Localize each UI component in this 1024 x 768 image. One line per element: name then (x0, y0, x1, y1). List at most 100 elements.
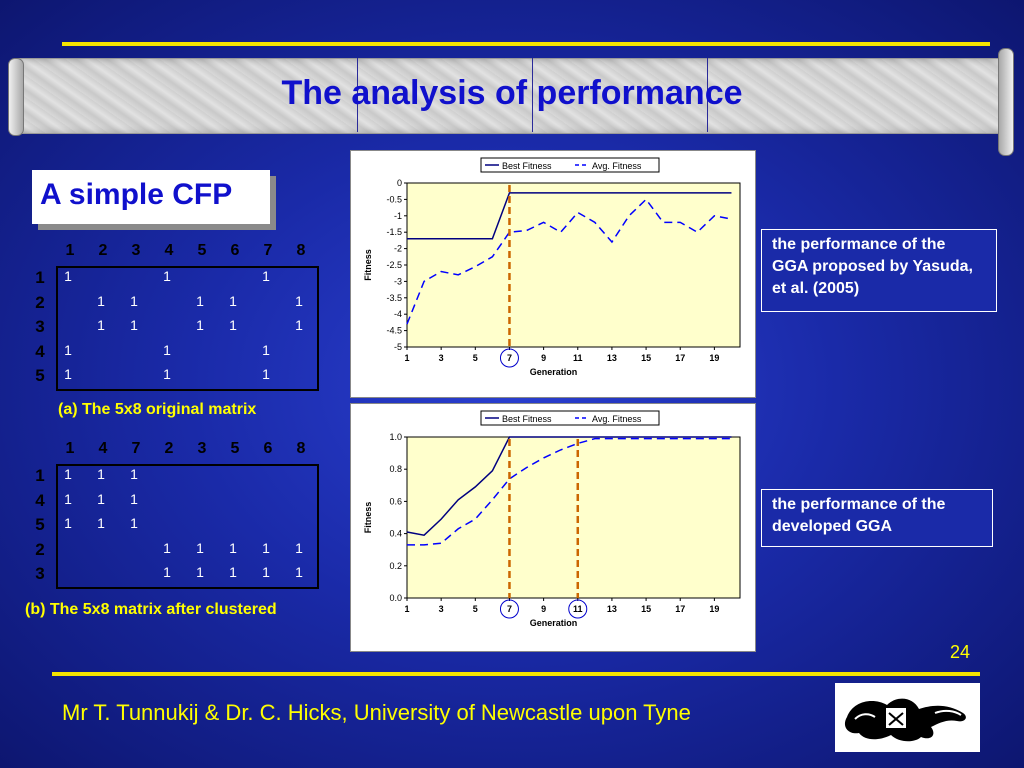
matrix-b-cell: 1 (97, 490, 105, 507)
x-tick-label: 11 (573, 604, 583, 614)
matrix-a-row-header: 5 (35, 366, 45, 386)
matrix-a-col-header: 1 (65, 242, 75, 259)
y-tick-label: -1 (394, 211, 402, 221)
y-tick-label: -2.5 (386, 260, 402, 270)
x-tick-label: 7 (507, 604, 512, 614)
matrix-a-col-header: 2 (98, 242, 108, 259)
page-title: The analysis of performance (281, 74, 743, 112)
x-axis-label: Generation (530, 618, 578, 628)
y-tick-label: -5 (394, 342, 402, 352)
legend-label: Best Fitness (502, 414, 552, 424)
x-tick-label: 7 (507, 353, 512, 363)
matrix-b-cell: 1 (64, 490, 72, 507)
highlight-circle (499, 599, 519, 619)
matrix-b-cell: 1 (130, 466, 138, 482)
page-number: 24 (950, 642, 971, 662)
x-tick-label: 1 (404, 353, 409, 363)
y-tick-label: -1.5 (386, 227, 402, 237)
note-developed: the performance of the developed GGA (761, 489, 993, 547)
matrix-a-cell: 1 (64, 366, 72, 383)
university-logo (835, 683, 980, 752)
matrix-a-cell: 1 (229, 292, 237, 309)
banner-divider (357, 58, 358, 132)
matrix-a-cell: 1 (130, 317, 138, 334)
footer-credit: Mr T. Tunnukij & Dr. C. Hicks, Universit… (62, 700, 691, 725)
chart-developed-svg: Best Fitness Avg. Fitness 1.0 0.8 0.6 0.4 0.2 0… (363, 410, 741, 628)
y-tick-label: -4 (394, 309, 402, 319)
subtitle-box: A simple CFP (32, 170, 270, 224)
matrix-b-col-header: 5 (230, 440, 240, 457)
y-tick-label: 0.6 (389, 496, 402, 506)
banner-divider (532, 58, 533, 132)
matrix-b-col-header: 6 (263, 440, 273, 457)
matrix-a-cell: 1 (295, 292, 303, 309)
highlight-circle (568, 599, 588, 619)
matrix-a-col-header: 7 (263, 242, 273, 259)
matrix-a-cell: 1 (130, 292, 138, 309)
matrix-a-cell: 1 (196, 317, 204, 334)
matrix-a-row-header: 1 (35, 268, 45, 287)
y-axis-label: Fitness (363, 502, 373, 534)
plot-area (406, 436, 741, 599)
matrix-b-cell: 1 (163, 564, 171, 581)
matrix-b-grid (56, 464, 319, 589)
banner-divider (707, 58, 708, 132)
matrix-b-cell: 1 (262, 539, 270, 556)
chart-developed: Best Fitness Avg. Fitness 1.0 0.8 0.6 0.4 0.2 0… (350, 403, 756, 652)
matrix-b-row-header: 4 (35, 490, 45, 510)
highlight-circle (499, 348, 519, 368)
lion-crest-icon (844, 698, 966, 742)
matrix-b-col-header: 2 (164, 440, 174, 457)
x-tick-label: 5 (473, 604, 478, 614)
x-tick-label: 3 (439, 353, 444, 363)
legend-label: Avg. Fitness (592, 414, 642, 424)
x-tick-label: 17 (675, 604, 685, 614)
x-tick-label: 3 (439, 604, 444, 614)
y-tick-label: 0 (397, 178, 402, 188)
matrix-b-cell: 1 (97, 466, 105, 482)
matrix-a-col-header: 8 (296, 242, 306, 259)
y-axis-label: Fitness (363, 249, 373, 281)
y-tick-label: 1.0 (389, 432, 402, 442)
x-tick-label: 13 (607, 353, 617, 363)
y-tick-label: 0.0 (389, 593, 402, 603)
series-line (406, 198, 732, 325)
legend-label: Avg. Fitness (592, 161, 642, 171)
matrix-b-cell: 1 (196, 564, 204, 581)
chart-yasuda-svg: Best Fitness Avg. Fitness 0 -0.5 -1 -1.5 -2 -2.… (363, 157, 741, 377)
x-tick-label: 1 (404, 604, 409, 614)
legend: Best Fitness Avg. Fitness (480, 410, 660, 426)
matrix-a-cell: 1 (163, 341, 171, 358)
matrix-a-cell: 1 (262, 366, 270, 383)
matrix-b-cell: 1 (295, 564, 303, 581)
x-tick-label: 17 (675, 353, 685, 363)
matrix-a-col-header: 4 (164, 242, 174, 259)
matrix-a-caption: (a) The 5x8 original matrix (58, 401, 257, 418)
matrix-a-cell: 1 (97, 317, 105, 334)
y-tick-label: 0.2 (389, 561, 402, 571)
series-line (407, 437, 732, 546)
matrix-b-col-header: 7 (131, 440, 141, 457)
legend-box (480, 157, 660, 173)
matrix-b-row-header: 5 (35, 515, 45, 535)
y-tick-label: -3 (394, 276, 402, 286)
matrix-b-cell: 1 (130, 515, 138, 532)
x-axis-label: Generation (530, 367, 578, 377)
y-tick-label: -2 (394, 244, 402, 254)
matrix-b-cell: 1 (229, 539, 237, 556)
legend-box (480, 410, 660, 426)
x-tick-label: 19 (709, 353, 719, 363)
matrix-a-cell: 1 (64, 268, 72, 284)
matrix-a-cell: 1 (163, 268, 171, 284)
matrix-b-row-header: 2 (35, 539, 45, 559)
matrix-b-cell: 1 (97, 515, 105, 532)
matrix-a-cell: 1 (295, 317, 303, 334)
matrix-a-row-header: 4 (35, 341, 45, 361)
matrix-b-col-header: 4 (98, 440, 108, 457)
matrix-a-col-header: 6 (230, 242, 240, 259)
scroll-curl-left (8, 58, 24, 136)
matrix-a-cell: 1 (97, 292, 105, 309)
matrix-b-col-header: 8 (296, 440, 306, 457)
matrix-b-cell: 1 (130, 490, 138, 507)
x-tick-label: 15 (641, 353, 651, 363)
